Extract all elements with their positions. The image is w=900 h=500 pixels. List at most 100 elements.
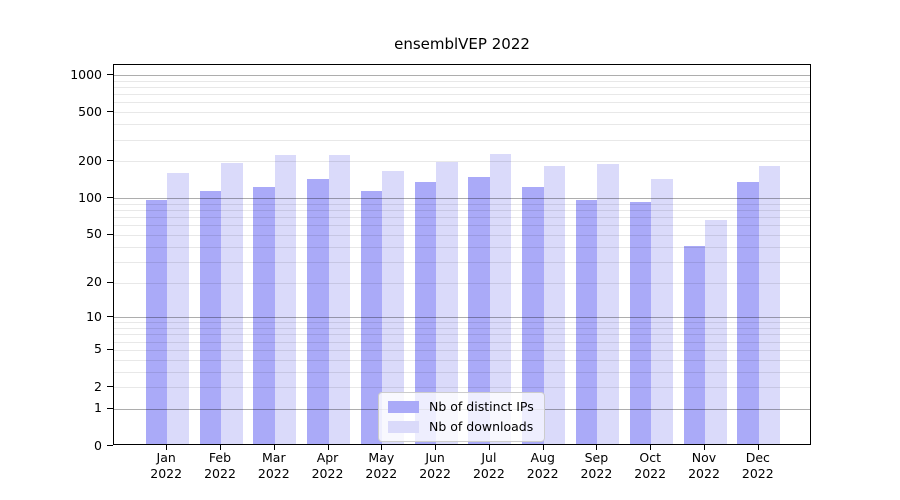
x-label-month: May [368,450,395,465]
bar-downloads-may [382,171,404,444]
legend-label-downloads: Nb of downloads [429,419,534,434]
x-tick-mark-jan [166,445,168,450]
x-tick-label-nov: Nov 2022 [673,450,735,482]
y-tick-label-20: 20 [86,274,102,289]
bar-downloads-dec [758,165,781,444]
x-tick-mark-aug [542,445,544,450]
y-tick-label-5: 5 [94,341,102,357]
plot-area: Nb of distinct IPs Nb of downloads [113,64,811,445]
x-label-year: 2022 [150,466,183,481]
x-label-year: 2022 [688,466,720,481]
legend-item-distinct-ips: Nb of distinct IPs [388,399,534,414]
bar-downloads-jul [489,154,512,444]
bar-downloads-jan [167,172,189,444]
x-label-month: Oct [639,450,661,465]
y-tick-mark-100 [107,197,113,199]
minor-gridline [114,124,810,126]
x-tick-label-dec: Dec 2022 [727,450,789,482]
x-tick-label-jul: Jul 2022 [458,450,520,482]
legend-swatch-downloads [388,420,419,433]
bar-distinct-ips-dec [737,182,759,444]
minor-gridline [114,161,810,163]
bar-downloads-feb [221,162,243,444]
bar-distinct-ips-sep [575,200,598,444]
y-tick-label-0: 0 [94,437,102,453]
bar-downloads-nov [705,219,727,444]
bar-distinct-ips-aug [522,186,544,444]
y-tick-label-1: 1 [94,400,102,416]
x-tick-label-aug: Aug 2022 [512,450,574,482]
bar-downloads-aug [543,166,566,444]
y-tick-mark-20 [107,281,113,283]
x-tick-mark-apr [327,445,329,450]
bar-downloads-apr [328,155,350,444]
y-tick-label-50: 50 [86,226,102,242]
x-label-month: Feb [208,450,232,465]
x-label-month: Nov [691,450,717,465]
bar-distinct-ips-may [360,191,383,444]
legend-item-downloads: Nb of downloads [388,419,534,434]
bar-distinct-ips-nov [683,245,705,444]
x-label-year: 2022 [204,466,236,481]
x-label-year: 2022 [472,466,505,481]
legend: Nb of distinct IPs Nb of downloads [378,392,545,442]
minor-gridline [114,112,810,114]
x-label-month: Jun [425,450,445,465]
bar-distinct-ips-oct [629,201,652,444]
x-tick-mark-nov [704,445,705,450]
legend-swatch-distinct-ips [388,400,419,413]
x-label-month: Jan [156,450,176,465]
x-label-month: Sep [584,450,609,465]
x-label-month: Apr [316,450,339,465]
x-tick-mark-dec [757,445,759,450]
y-tick-label-10: 10 [86,308,102,324]
x-label-year: 2022 [634,466,667,481]
x-label-month: Jul [481,450,497,465]
bar-downloads-oct [651,179,673,444]
x-label-month: Mar [262,450,286,465]
minor-gridline [114,94,810,96]
y-tick-label-500: 500 [78,103,102,119]
y-tick-label-1000: 1000 [70,66,102,82]
y-tick-mark-1 [107,407,113,409]
x-label-year: 2022 [311,466,344,481]
x-label-year: 2022 [365,466,398,481]
major-gridline [114,75,810,76]
x-tick-mark-jun [435,445,437,450]
x-tick-label-sep: Sep 2022 [565,450,627,482]
minor-gridline [114,87,810,88]
chart-title: ensemblVEP 2022 [394,35,530,53]
x-label-month: Aug [530,450,555,465]
y-tick-mark-50 [107,233,113,235]
bar-distinct-ips-feb [199,191,221,444]
x-tick-label-mar: Mar 2022 [243,450,305,482]
x-label-year: 2022 [257,466,290,481]
bar-downloads-jun [436,162,458,444]
x-tick-label-apr: Apr 2022 [297,450,359,482]
x-tick-label-jun: Jun 2022 [404,450,466,482]
legend-label-distinct-ips: Nb of distinct IPs [429,399,534,414]
bar-downloads-sep [597,163,619,444]
x-tick-mark-mar [273,445,275,450]
x-label-year: 2022 [580,466,613,481]
x-tick-mark-may [381,445,383,450]
x-tick-label-may: May 2022 [350,450,412,482]
x-tick-mark-jul [488,445,490,450]
y-tick-label-2: 2 [94,378,102,394]
bar-downloads-mar [274,155,297,444]
y-tick-mark-10 [107,316,113,318]
x-label-year: 2022 [526,466,559,481]
x-tick-mark-feb [220,445,221,450]
x-tick-label-feb: Feb 2022 [189,450,251,482]
bar-distinct-ips-jul [468,177,490,444]
bar-distinct-ips-jun [414,182,437,444]
y-tick-label-200: 200 [78,152,102,168]
minor-gridline [114,80,810,82]
minor-gridline [114,139,810,141]
bar-distinct-ips-apr [307,179,329,444]
x-label-year: 2022 [419,466,451,481]
y-tick-mark-0 [107,445,113,446]
minor-gridline [114,102,810,104]
x-label-year: 2022 [741,466,774,481]
